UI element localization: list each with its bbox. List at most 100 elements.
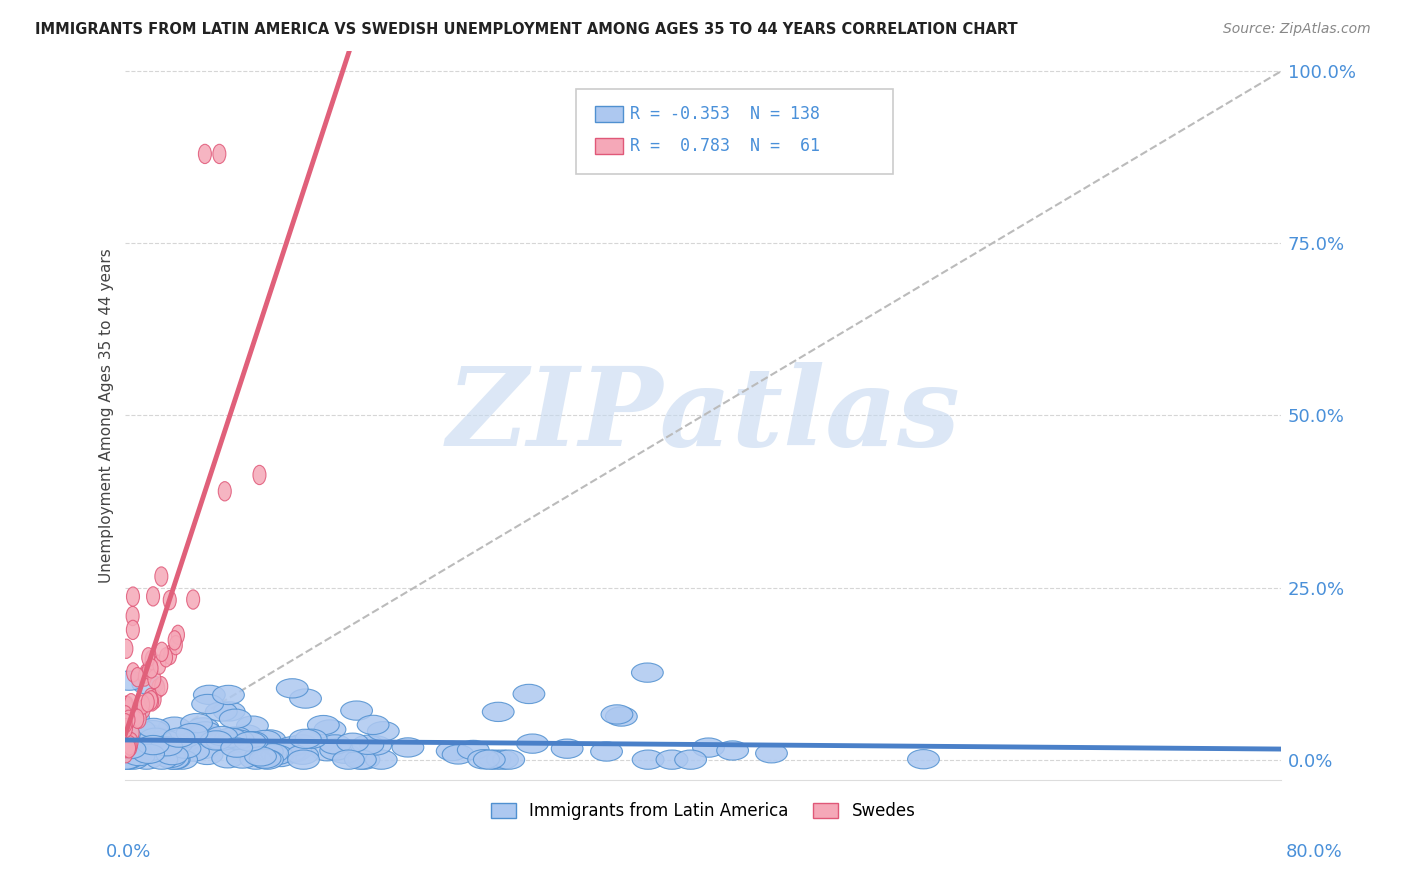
Ellipse shape: [146, 587, 159, 606]
Ellipse shape: [114, 739, 146, 759]
Ellipse shape: [212, 145, 226, 163]
Ellipse shape: [219, 709, 252, 729]
Ellipse shape: [163, 728, 195, 747]
Ellipse shape: [136, 721, 169, 739]
Ellipse shape: [233, 731, 266, 751]
Ellipse shape: [693, 738, 724, 757]
Ellipse shape: [145, 690, 157, 710]
Ellipse shape: [551, 739, 583, 758]
Ellipse shape: [606, 706, 637, 726]
Ellipse shape: [120, 697, 132, 715]
Ellipse shape: [132, 724, 165, 744]
Ellipse shape: [513, 684, 544, 704]
Ellipse shape: [142, 648, 155, 667]
Ellipse shape: [288, 750, 319, 769]
Ellipse shape: [145, 650, 157, 670]
Ellipse shape: [120, 706, 132, 725]
Ellipse shape: [120, 727, 132, 746]
Ellipse shape: [163, 591, 176, 610]
Ellipse shape: [222, 730, 254, 749]
Ellipse shape: [160, 735, 193, 754]
Ellipse shape: [221, 738, 253, 757]
Ellipse shape: [132, 675, 165, 694]
Ellipse shape: [120, 739, 132, 757]
Ellipse shape: [443, 745, 474, 764]
Ellipse shape: [212, 685, 245, 705]
Ellipse shape: [319, 741, 352, 760]
Ellipse shape: [124, 720, 155, 739]
Legend: Immigrants from Latin America, Swedes: Immigrants from Latin America, Swedes: [484, 796, 922, 827]
Ellipse shape: [200, 730, 232, 748]
Ellipse shape: [332, 750, 364, 769]
Ellipse shape: [205, 702, 238, 722]
Ellipse shape: [245, 747, 277, 766]
Ellipse shape: [159, 750, 190, 769]
Ellipse shape: [111, 750, 143, 769]
Text: Source: ZipAtlas.com: Source: ZipAtlas.com: [1223, 22, 1371, 37]
Ellipse shape: [127, 607, 139, 625]
Ellipse shape: [205, 726, 238, 746]
Ellipse shape: [155, 748, 186, 768]
Ellipse shape: [120, 730, 132, 749]
Ellipse shape: [169, 631, 181, 650]
Ellipse shape: [907, 749, 939, 769]
Ellipse shape: [180, 714, 212, 732]
Ellipse shape: [136, 695, 149, 714]
Ellipse shape: [631, 663, 664, 682]
Ellipse shape: [134, 709, 146, 729]
Ellipse shape: [124, 733, 138, 753]
Ellipse shape: [226, 749, 259, 768]
Ellipse shape: [367, 722, 399, 741]
Ellipse shape: [436, 741, 468, 761]
Ellipse shape: [254, 730, 285, 749]
Ellipse shape: [249, 749, 281, 768]
Ellipse shape: [120, 719, 132, 738]
Ellipse shape: [143, 689, 157, 707]
Ellipse shape: [494, 750, 524, 769]
Ellipse shape: [516, 734, 548, 753]
Ellipse shape: [139, 664, 153, 683]
Ellipse shape: [172, 625, 184, 645]
Ellipse shape: [366, 750, 396, 769]
Ellipse shape: [212, 748, 243, 768]
Ellipse shape: [602, 705, 633, 724]
Ellipse shape: [253, 466, 266, 484]
Ellipse shape: [122, 710, 135, 730]
Ellipse shape: [591, 742, 623, 761]
Ellipse shape: [200, 731, 232, 750]
Ellipse shape: [138, 667, 152, 686]
Ellipse shape: [146, 692, 159, 711]
Ellipse shape: [349, 750, 380, 769]
Ellipse shape: [136, 741, 169, 760]
Ellipse shape: [128, 729, 160, 748]
Ellipse shape: [131, 750, 162, 769]
Ellipse shape: [110, 750, 142, 769]
Ellipse shape: [285, 735, 318, 754]
Text: IMMIGRANTS FROM LATIN AMERICA VS SWEDISH UNEMPLOYMENT AMONG AGES 35 TO 44 YEARS : IMMIGRANTS FROM LATIN AMERICA VS SWEDISH…: [35, 22, 1018, 37]
Ellipse shape: [148, 733, 179, 752]
Ellipse shape: [146, 729, 177, 747]
Ellipse shape: [121, 696, 134, 715]
Ellipse shape: [187, 725, 219, 744]
Ellipse shape: [131, 742, 163, 762]
Ellipse shape: [214, 702, 245, 721]
Ellipse shape: [155, 642, 169, 662]
Ellipse shape: [264, 747, 297, 766]
Ellipse shape: [118, 708, 149, 727]
Ellipse shape: [122, 739, 135, 758]
Ellipse shape: [111, 729, 143, 748]
Ellipse shape: [112, 671, 145, 690]
Ellipse shape: [474, 750, 505, 769]
Ellipse shape: [187, 590, 200, 609]
Ellipse shape: [276, 737, 308, 756]
Ellipse shape: [131, 709, 143, 729]
Ellipse shape: [159, 648, 173, 667]
Ellipse shape: [236, 731, 269, 751]
Ellipse shape: [633, 750, 664, 769]
Ellipse shape: [274, 743, 307, 762]
Ellipse shape: [153, 655, 166, 674]
Ellipse shape: [236, 716, 269, 735]
Ellipse shape: [120, 734, 132, 753]
Ellipse shape: [360, 736, 391, 756]
Ellipse shape: [319, 735, 352, 754]
